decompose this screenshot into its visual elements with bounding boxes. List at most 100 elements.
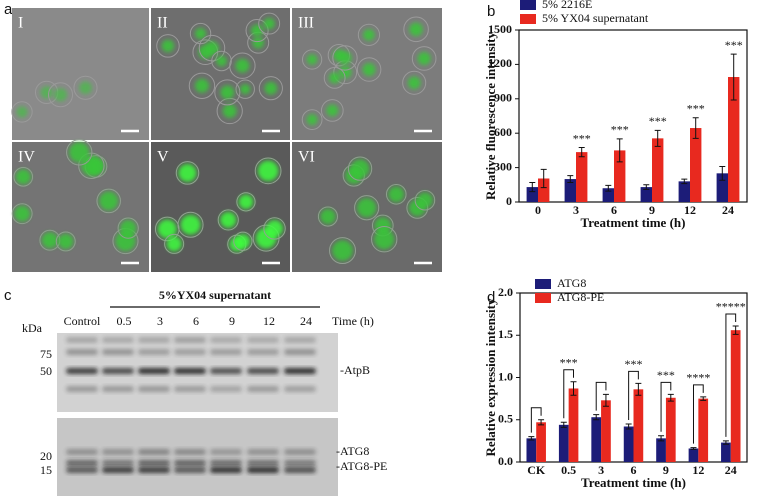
- band: [210, 349, 242, 355]
- micrograph-label: VI: [298, 149, 315, 166]
- error-bar: [616, 138, 623, 163]
- band: [66, 368, 98, 374]
- significance: ***: [725, 38, 743, 52]
- cell: [406, 196, 429, 219]
- cell: [301, 109, 323, 130]
- cell: [258, 12, 281, 35]
- band: [174, 368, 206, 374]
- x-axis-label: Treatment time (h): [581, 475, 686, 490]
- cell: [332, 45, 358, 71]
- bar: [716, 173, 728, 202]
- x-tick-label: 12: [692, 463, 704, 477]
- bar: [678, 181, 690, 202]
- band: [102, 337, 134, 343]
- bar: [538, 178, 550, 202]
- significance: ***: [573, 131, 591, 145]
- fluorescence: [81, 155, 102, 176]
- error-bar: [560, 421, 567, 428]
- fluorescence: [306, 54, 318, 65]
- band: [284, 337, 316, 343]
- error-bar: [625, 423, 632, 430]
- fluorescence: [194, 27, 207, 40]
- bar: [568, 388, 579, 462]
- cell: [188, 72, 216, 99]
- bar: [640, 187, 652, 202]
- bracket: [628, 370, 639, 420]
- fluorescence: [194, 78, 209, 93]
- fluorescence: [178, 163, 197, 182]
- bracket: [725, 313, 737, 437]
- lane-label: 0.5: [117, 314, 132, 328]
- micrograph: [151, 8, 290, 140]
- fluorescence: [257, 160, 279, 182]
- cell: [66, 139, 93, 166]
- band: [138, 449, 170, 455]
- x-tick-label: 6: [611, 203, 617, 217]
- bar: [730, 330, 741, 462]
- micrograph-label: V: [157, 149, 169, 166]
- significance: ***: [560, 355, 578, 369]
- fluorescence: [264, 81, 278, 95]
- significance: ***: [611, 123, 629, 137]
- bar: [728, 77, 740, 202]
- x-tick-label: 0: [535, 203, 541, 217]
- error-bar: [719, 165, 726, 181]
- cell: [329, 237, 356, 265]
- significance: ***: [657, 368, 675, 382]
- cell: [254, 157, 282, 185]
- fluorescence: [409, 22, 423, 37]
- fluorescence: [41, 232, 58, 249]
- bracket: [563, 369, 575, 419]
- bar: [690, 128, 702, 202]
- fluorescence: [58, 233, 74, 250]
- panel-label: a: [4, 1, 13, 18]
- lane-label: 9: [229, 314, 235, 328]
- band-label: -ATG8-PE: [336, 459, 387, 473]
- bar: [526, 187, 538, 202]
- band: [210, 449, 242, 455]
- bar: [591, 417, 602, 462]
- fluorescence: [320, 208, 336, 225]
- cell: [357, 23, 381, 47]
- band: [210, 337, 242, 343]
- cell: [317, 206, 338, 227]
- fluorescence: [216, 55, 227, 67]
- marker: 75: [40, 347, 52, 361]
- significance: ***: [687, 101, 705, 115]
- bracket: [595, 381, 607, 411]
- cell: [78, 152, 105, 179]
- band: [66, 449, 98, 455]
- cell: [175, 161, 200, 185]
- band: [247, 467, 279, 473]
- fluorescence: [235, 233, 251, 249]
- fluorescence: [266, 219, 284, 238]
- fluorescence: [251, 24, 264, 37]
- bracket: [660, 381, 672, 432]
- y-tick-label: 1.0: [498, 369, 513, 383]
- band: [284, 460, 316, 466]
- fluorescence: [15, 169, 31, 185]
- band: [210, 386, 242, 392]
- band: [210, 460, 242, 466]
- error-bar: [658, 435, 665, 442]
- band: [174, 349, 206, 355]
- y-axis-label: Relative expression intensity: [483, 298, 498, 456]
- cell: [301, 49, 323, 70]
- bar: [526, 438, 537, 462]
- fluorescence: [374, 229, 395, 250]
- plot-frame: [518, 29, 748, 203]
- error-bar: [529, 182, 536, 193]
- cell: [385, 183, 407, 205]
- band: [247, 368, 279, 374]
- bar: [601, 400, 611, 462]
- y-tick-label: 0.0: [498, 454, 513, 468]
- fluorescence: [16, 106, 28, 118]
- legend-label: 5% 2216E: [542, 0, 592, 11]
- error-bar: [692, 117, 699, 139]
- band: [138, 349, 170, 355]
- legend-swatch: [520, 14, 536, 24]
- fluorescence: [220, 85, 235, 100]
- error-bar: [722, 440, 729, 445]
- fluorescence: [417, 192, 433, 209]
